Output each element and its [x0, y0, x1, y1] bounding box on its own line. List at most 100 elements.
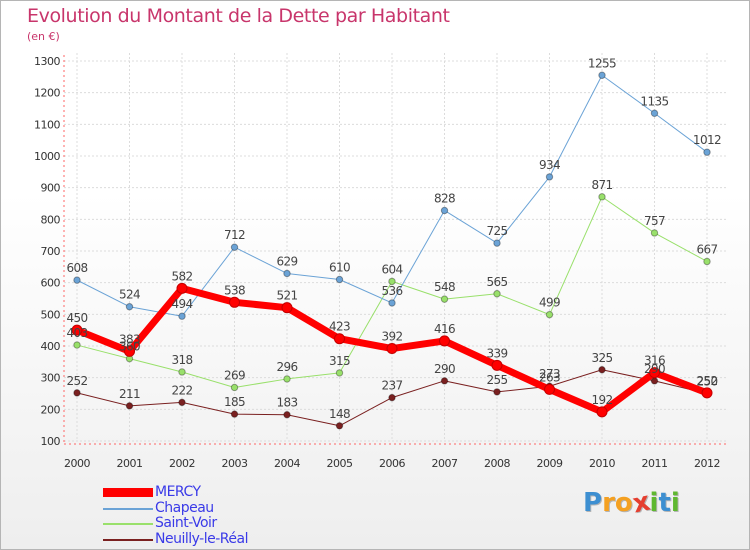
x-tick-label: 2010	[589, 457, 615, 470]
data-label-mercy: 582	[171, 269, 192, 283]
data-label-saint-voir: 871	[591, 178, 612, 192]
data-label-neuilly-le-r-al: 185	[224, 395, 245, 409]
data-label-saint-voir: 667	[696, 242, 717, 256]
data-point-mercy	[596, 406, 608, 418]
data-label-saint-voir: 315	[329, 354, 350, 368]
data-point-mercy	[229, 296, 240, 308]
data-label-saint-voir: 296	[276, 360, 297, 374]
data-label-mercy: 263	[539, 370, 560, 384]
y-tick-label: 700	[41, 245, 61, 258]
data-point-chapeau	[703, 148, 711, 156]
x-tick-label: 2005	[327, 457, 353, 470]
data-label-neuilly-le-r-al: 250	[696, 375, 717, 389]
data-point-mercy	[386, 343, 398, 355]
data-point-chapeau	[440, 206, 449, 215]
data-point-chapeau	[178, 312, 186, 320]
data-point-mercy	[281, 302, 293, 314]
data-label-mercy: 423	[329, 320, 350, 334]
data-label-neuilly-le-r-al: 290	[434, 362, 455, 376]
data-label-chapeau: 725	[486, 224, 507, 238]
logo-letter: t	[658, 488, 671, 518]
data-label-chapeau: 524	[119, 288, 140, 302]
legend-label-neuilly-le-real: Neuilly-le-Réal	[155, 530, 248, 547]
x-tick-label: 2009	[537, 457, 563, 470]
data-point-chapeau	[598, 71, 606, 79]
data-label-mercy: 538	[224, 283, 245, 297]
data-point-saint-voir	[703, 257, 711, 266]
data-point-neuilly-le-r-al	[125, 402, 134, 410]
x-tick-label: 2001	[117, 457, 143, 470]
data-point-neuilly-le-r-al	[388, 393, 396, 402]
y-tick-label: 900	[41, 182, 61, 195]
proxiti-logo: Proxiti	[583, 487, 680, 520]
data-point-saint-voir	[178, 368, 186, 376]
data-point-mercy	[491, 359, 503, 371]
x-tick-label: 2003	[222, 457, 248, 470]
data-label-chapeau: 494	[171, 297, 192, 311]
data-label-neuilly-le-r-al: 325	[591, 351, 612, 365]
data-point-mercy	[649, 367, 660, 379]
data-point-neuilly-le-r-al	[493, 388, 501, 396]
data-point-saint-voir	[545, 310, 554, 319]
legend-label-chapeau: Chapeau	[155, 499, 214, 516]
data-label-chapeau: 629	[276, 254, 297, 268]
y-tick-label: 1300	[34, 55, 60, 68]
chart-subtitle: (en €)	[27, 30, 60, 43]
data-label-saint-voir: 318	[171, 353, 192, 367]
logo-letter: i	[649, 488, 659, 518]
data-label-chapeau: 610	[329, 261, 350, 275]
legend-swatch-saint-voir	[103, 523, 153, 525]
data-point-neuilly-le-r-al	[440, 377, 449, 385]
data-point-chapeau	[493, 239, 501, 247]
data-label-mercy: 392	[381, 330, 402, 344]
data-label-chapeau: 1255	[588, 56, 616, 70]
data-point-saint-voir	[335, 369, 344, 377]
data-point-neuilly-le-r-al	[178, 398, 186, 407]
data-label-mercy: 316	[644, 354, 665, 368]
y-tick-label: 400	[41, 340, 61, 353]
data-label-mercy: 252	[696, 374, 717, 388]
data-label-chapeau: 536	[381, 284, 402, 298]
data-label-saint-voir: 548	[434, 280, 455, 294]
data-label-saint-voir: 565	[486, 275, 507, 289]
y-tick-label: 500	[41, 308, 61, 321]
data-point-chapeau	[388, 299, 396, 307]
x-tick-label: 2008	[484, 457, 510, 470]
data-label-neuilly-le-r-al: 222	[171, 383, 192, 397]
y-tick-label: 1200	[34, 87, 60, 100]
data-point-neuilly-le-r-al	[230, 410, 239, 418]
data-label-chapeau: 608	[66, 261, 87, 275]
data-point-chapeau	[545, 173, 554, 181]
y-tick-label: 300	[41, 372, 61, 385]
data-label-chapeau: 828	[434, 191, 455, 205]
data-point-mercy	[176, 282, 188, 294]
data-label-neuilly-le-r-al: 148	[329, 407, 350, 421]
data-label-mercy: 521	[276, 289, 297, 303]
data-label-mercy: 416	[434, 322, 455, 336]
legend-swatch-chapeau	[103, 507, 153, 510]
data-point-saint-voir	[283, 375, 291, 383]
logo-letter: i	[670, 488, 680, 518]
y-tick-label: 800	[41, 213, 61, 226]
logo-letter: P	[583, 488, 603, 518]
data-label-chapeau: 712	[224, 228, 245, 242]
data-point-saint-voir	[440, 295, 449, 303]
legend-swatch-neuilly-le-real	[103, 538, 153, 541]
data-label-neuilly-le-r-al: 237	[381, 379, 402, 393]
chart-title: Evolution du Montant de la Dette par Hab…	[27, 5, 450, 27]
data-label-neuilly-le-r-al: 252	[66, 374, 87, 388]
data-point-chapeau	[73, 276, 81, 284]
data-point-saint-voir	[388, 277, 396, 286]
data-label-neuilly-le-r-al: 290	[644, 362, 665, 376]
data-label-saint-voir: 360	[119, 340, 140, 354]
legend-label-mercy: MERCY	[155, 484, 201, 500]
data-label-neuilly-le-r-al: 183	[276, 396, 297, 410]
data-point-mercy	[701, 387, 713, 399]
data-label-mercy: 450	[66, 311, 87, 325]
data-point-mercy	[124, 345, 135, 357]
data-point-neuilly-le-r-al	[335, 422, 344, 430]
data-point-saint-voir	[73, 341, 81, 349]
data-label-saint-voir: 269	[224, 368, 245, 382]
legend-swatch-mercy	[103, 488, 153, 497]
